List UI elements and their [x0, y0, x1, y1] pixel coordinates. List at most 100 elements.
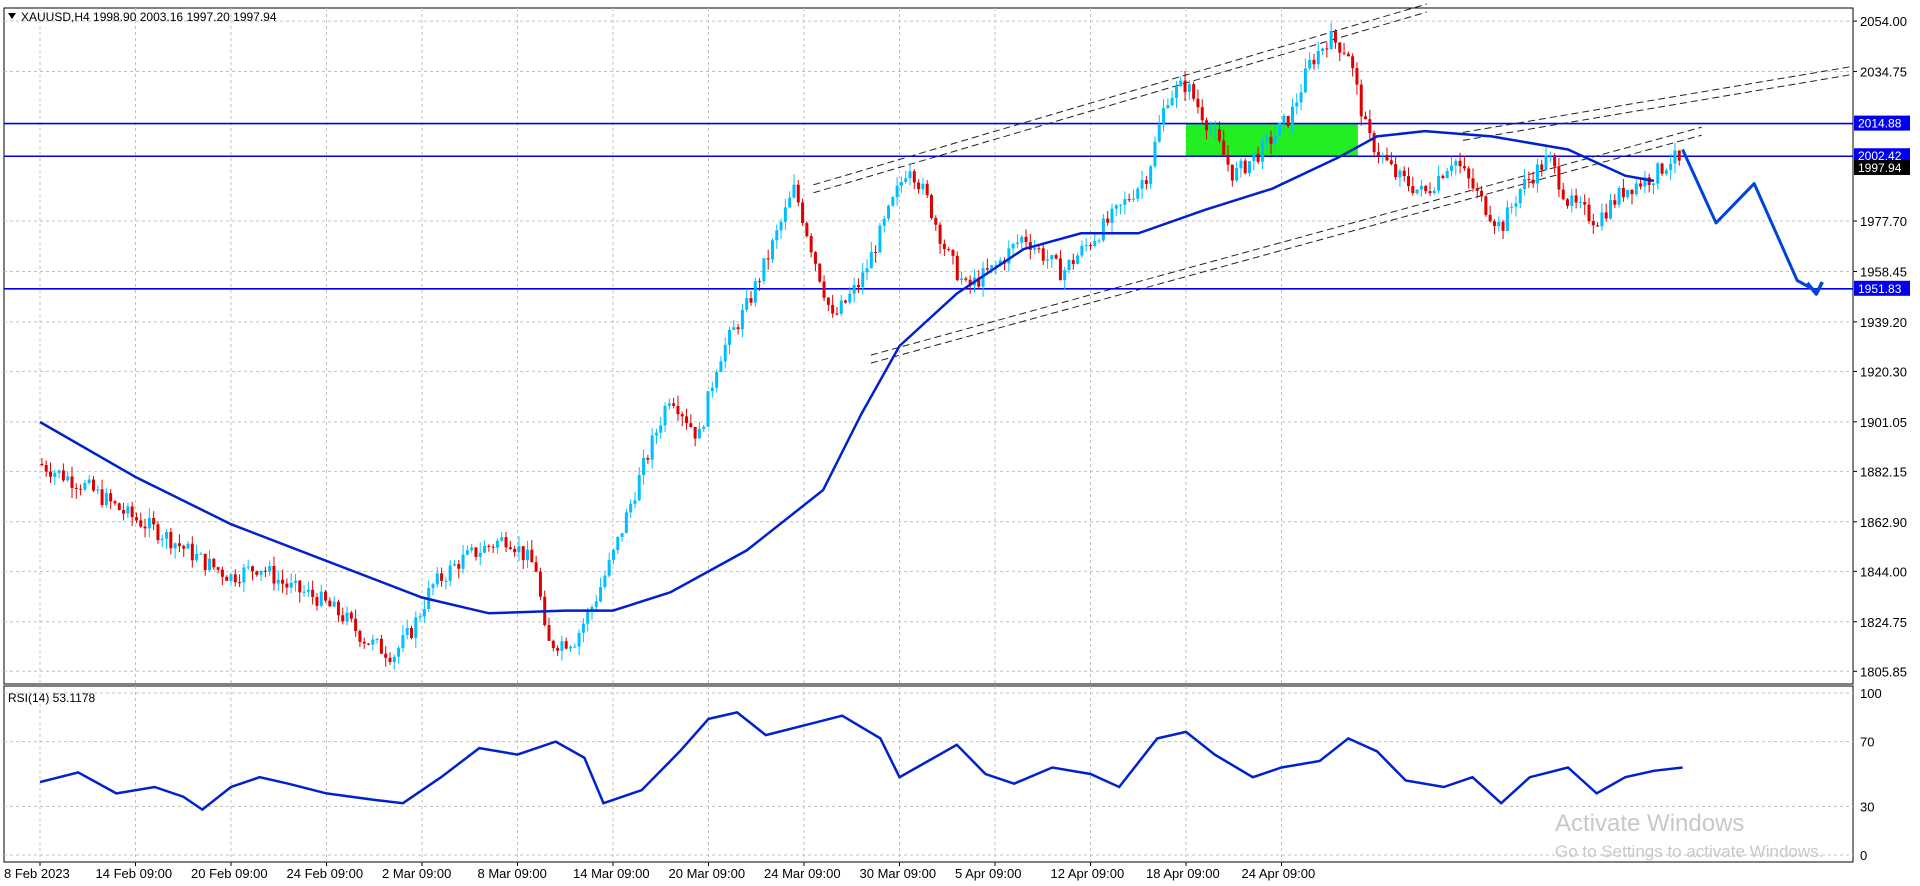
candle-body	[676, 405, 680, 415]
x-tick-label: 5 Apr 09:00	[955, 866, 1022, 881]
candle-body	[152, 517, 156, 525]
projection-line	[1681, 148, 1818, 293]
candle-body	[1518, 189, 1522, 204]
candle-body	[921, 183, 925, 190]
candle-body	[1226, 154, 1230, 165]
candle-body	[1643, 177, 1647, 187]
candle-body	[1475, 188, 1479, 191]
candle-body	[160, 538, 164, 540]
y-tick-label: 1977.70	[1860, 214, 1907, 229]
candle-body	[173, 543, 177, 549]
candle-body	[624, 512, 628, 534]
candle-body	[242, 567, 246, 583]
candle-body	[1153, 141, 1157, 167]
candle-body	[435, 573, 439, 585]
candle-body	[1548, 155, 1552, 157]
candle-body	[1634, 183, 1638, 195]
candle-body	[809, 236, 813, 253]
dropdown-arrow-icon[interactable]	[8, 13, 16, 19]
candle-body	[1325, 48, 1329, 50]
time-axis[interactable]: 8 Feb 2023 14 Feb 09:00 20 Feb 09:00 24 Feb…	[4, 862, 1315, 881]
candle-body	[457, 564, 461, 569]
candle-body	[246, 566, 250, 568]
y-tick-label: 2054.00	[1860, 14, 1907, 29]
candle-body	[1140, 180, 1144, 189]
candle-body	[517, 546, 521, 553]
candle-body	[1286, 115, 1290, 127]
candle-body	[792, 184, 796, 198]
candle-body	[844, 300, 848, 303]
candle-body	[590, 607, 594, 612]
candle-body	[1037, 248, 1041, 250]
candle-body	[1419, 185, 1423, 190]
candle-body	[49, 471, 53, 477]
candle-body	[1407, 176, 1411, 187]
price-axis[interactable]: 2054.00 2034.75 1977.70 1958.45 1939.20 1920.…	[1853, 14, 1907, 679]
candle-body	[70, 476, 74, 488]
candle-body	[887, 205, 891, 219]
candle-body	[91, 479, 95, 491]
candle-body	[285, 583, 289, 588]
candle-body	[1505, 207, 1509, 231]
rsi-tick-label: 30	[1860, 799, 1874, 814]
candle-body	[1381, 154, 1385, 156]
candlesticks	[40, 22, 1681, 670]
candle-body	[418, 616, 422, 618]
candle-body	[693, 426, 697, 439]
level-tag-bg	[1854, 148, 1910, 164]
candle-body	[654, 432, 658, 436]
candle-body	[229, 574, 233, 581]
moving-average-line	[39, 129, 1655, 615]
y-tick-label: 1805.85	[1860, 664, 1907, 679]
candle-body	[1114, 205, 1118, 209]
channel-line	[870, 134, 1702, 364]
candle-body	[328, 600, 332, 607]
candle-body	[74, 487, 78, 489]
candle-body	[1209, 129, 1213, 131]
candle-body	[586, 611, 590, 624]
candle-body	[861, 272, 865, 288]
y-tick-label: 1901.05	[1860, 415, 1907, 430]
candle-body	[818, 263, 822, 282]
candle-body	[1458, 160, 1462, 167]
x-tick-label: 2 Mar 09:00	[382, 866, 451, 881]
candle-body	[637, 475, 641, 501]
candle-body	[1200, 107, 1204, 121]
candle-body	[405, 628, 409, 635]
candle-body	[1033, 248, 1037, 250]
candle-body	[319, 591, 323, 606]
candle-body	[1351, 56, 1355, 69]
candle-body	[1626, 189, 1630, 198]
level-tag-label: 2014.88	[1858, 117, 1902, 131]
candle-body	[1364, 116, 1368, 120]
candle-body	[1290, 106, 1294, 127]
candle-body	[513, 548, 517, 553]
candle-body	[1591, 221, 1595, 226]
candle-body	[1398, 170, 1402, 178]
candle-body	[702, 426, 706, 429]
candle-body	[1355, 68, 1359, 85]
x-tick-label: 8 Mar 09:00	[478, 866, 547, 881]
candle-body	[177, 543, 181, 546]
candle-body	[1540, 164, 1544, 170]
candle-body	[478, 552, 482, 557]
candle-body	[126, 506, 130, 514]
candle-body	[706, 391, 710, 427]
candle-body	[985, 268, 989, 270]
candle-body	[826, 297, 830, 305]
candle-body	[697, 428, 701, 439]
candle-body	[1222, 140, 1226, 155]
candle-body	[1028, 242, 1032, 250]
candle-body	[745, 298, 749, 310]
rsi-label: RSI(14) 53.1178	[8, 691, 95, 705]
candle-body	[414, 617, 418, 638]
candle-body	[495, 540, 499, 548]
x-tick-label: 8 Feb 2023	[4, 866, 70, 881]
candle-body	[942, 243, 946, 250]
candle-body	[1252, 153, 1256, 162]
candle-body	[401, 634, 405, 649]
candle-body	[293, 580, 297, 583]
candle-body	[749, 298, 753, 303]
candle-body	[1235, 168, 1239, 181]
candle-body	[117, 503, 121, 511]
